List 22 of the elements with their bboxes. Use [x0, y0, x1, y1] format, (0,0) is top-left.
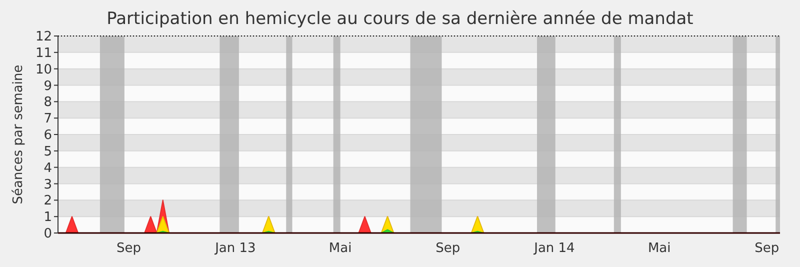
x-tick-label: Jan 13 [214, 241, 256, 256]
x-tick-label: Sep [116, 241, 142, 256]
y-tick-label: 5 [44, 144, 52, 160]
x-tick-label: Jan 14 [533, 241, 575, 256]
x-tick-label: Sep [754, 241, 780, 256]
y-tick-label: 10 [35, 62, 52, 78]
y-tick-label: 7 [44, 112, 52, 127]
y-tick-label: 2 [44, 194, 52, 209]
y-tick-label: 1 [44, 210, 52, 226]
y-axis-title: Séances par semaine [11, 64, 26, 204]
y-tick-label: 0 [44, 226, 52, 242]
y-tick-label: 9 [44, 78, 52, 94]
y-tick-label: 4 [44, 160, 52, 176]
y-tick-label: 6 [44, 128, 52, 144]
x-tick-label: Mai [648, 241, 671, 256]
x-tick-label: Mai [328, 241, 352, 256]
chart-title: Participation en hemicycle au cours de sa dernière année de mandat [106, 9, 694, 29]
y-tick-label: 8 [44, 95, 52, 110]
y-tick-label: 11 [35, 46, 52, 61]
y-tick-label: 3 [44, 177, 52, 192]
x-tick-label: Sep [436, 241, 460, 256]
y-tick-label: 12 [35, 30, 52, 45]
